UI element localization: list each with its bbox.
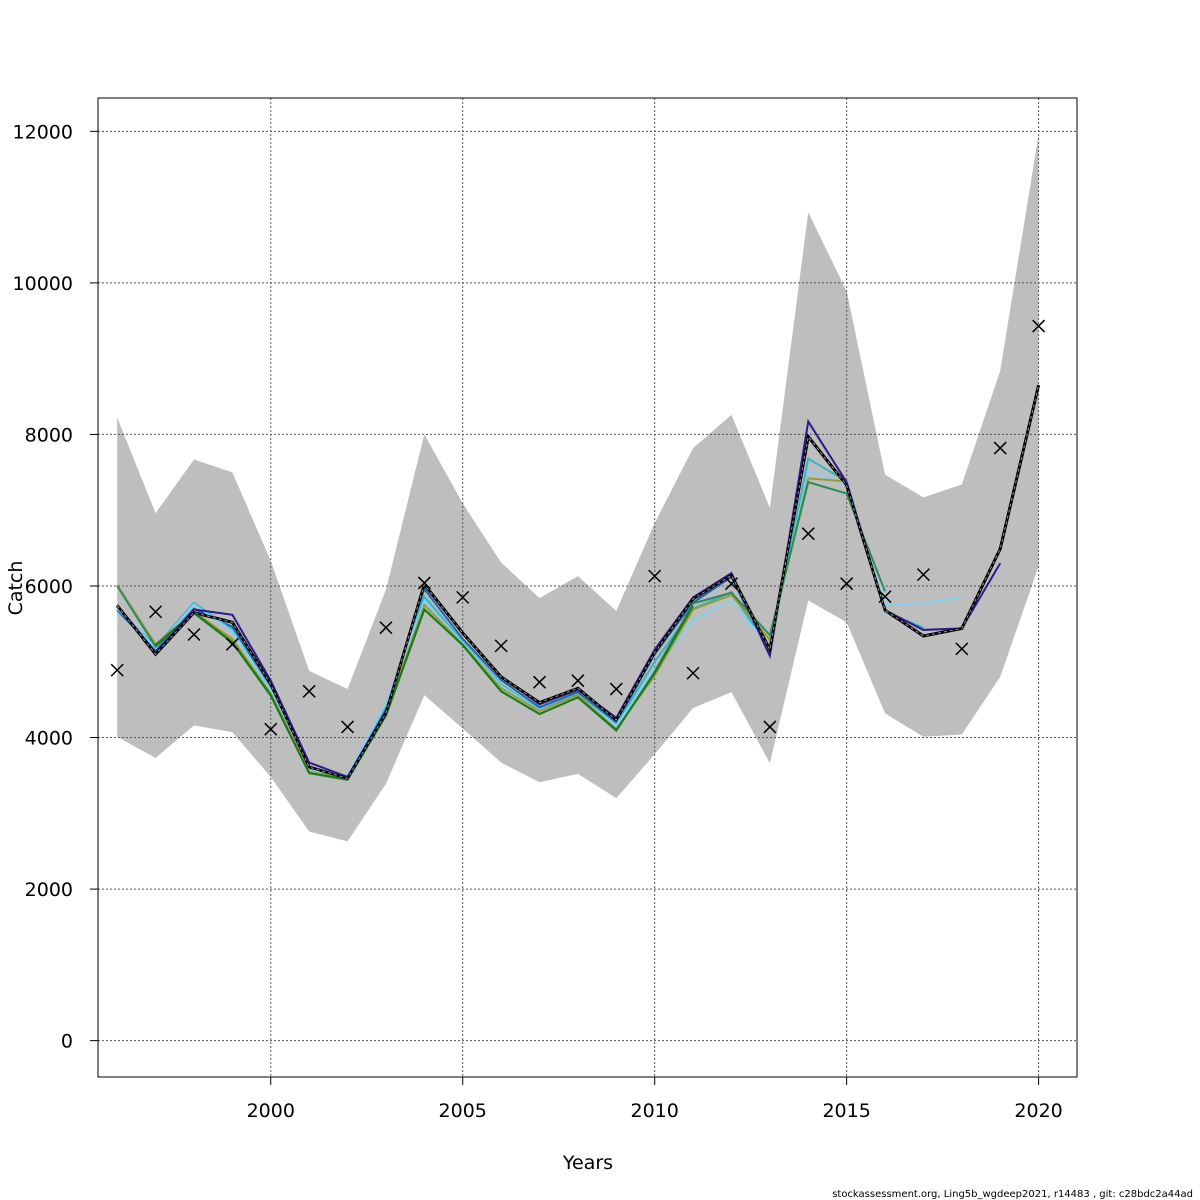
observation-point [341,720,355,734]
observation-cross-b [110,663,124,677]
y-tick-label: 6000 [25,576,73,598]
footer-caption: stockassessment.org, Ling5b_wgdeep2021, … [832,1189,1193,1200]
observation-cross-b [225,637,239,651]
y-axis-title: Catch [5,561,27,616]
observation-cross-b [571,674,585,688]
series-line [116,477,847,781]
y-tick-label: 10000 [13,273,73,295]
observation-point [110,663,124,677]
observation-cross-b [724,577,739,591]
y-tick-label: 12000 [13,121,73,143]
y-tick-label: 2000 [25,879,73,901]
y-tick-label: 4000 [25,728,73,750]
observation-point [878,590,892,604]
axis-layer: 2000 2005 2010 2015 2020 0 2000 4000 6000 8000 100… [13,121,1063,1122]
observation-cross-b [686,666,700,680]
observation-point [801,527,815,541]
observation-point [648,569,662,583]
observation-cross-b [763,720,777,734]
observation-point [264,722,278,736]
series-line [154,605,694,781]
observation-cross-b [302,684,316,698]
observation-point [763,720,777,734]
x-tick-label: 2015 [822,1100,870,1122]
x-axis-title: Years [562,1152,613,1174]
observation-cross-b [264,722,278,736]
observation-point [494,639,508,653]
x-tick-label: 2005 [439,1100,487,1122]
plot-frame [97,97,1078,1078]
observation-cross-b [916,568,930,582]
observation-cross-b [149,605,163,619]
x-tick-label: 2000 [247,1100,295,1122]
observation-cross-b [840,577,854,591]
confidence-band-layer [117,134,1039,842]
observation-point [609,682,623,696]
observation-cross-b [341,720,355,734]
observation-point [1032,319,1046,333]
observation-point [225,637,239,651]
observation-cross-b [532,675,547,689]
y-tick-label: 0 [61,1031,73,1053]
observation-cross-b [494,639,508,653]
observation-cross-b [801,527,815,541]
observation-point [724,577,739,591]
observation-point [571,674,585,688]
confidence-band [117,134,1039,842]
observation-cross-b [993,441,1007,455]
observation-point [187,627,201,642]
observation-point [916,568,930,582]
x-tick-label: 2020 [1014,1100,1062,1122]
observation-cross-b [648,569,662,583]
estimate-line [116,384,1040,780]
observation-cross-b [878,590,892,604]
observation-point [993,441,1007,455]
observation-point [955,642,969,656]
series-layer [116,384,1041,782]
grid-layer [98,98,1077,1077]
observation-point [379,621,393,635]
observation-point [302,684,316,698]
observation-point [456,590,470,604]
observation-point [686,666,700,680]
y-tick-label: 8000 [25,424,73,446]
observation-cross-b [417,576,431,590]
observation-cross-b [456,590,470,604]
observation-layer [110,319,1046,736]
observation-cross-b [609,682,623,696]
x-tick-label: 2010 [631,1100,679,1122]
observation-cross-b [1032,319,1046,333]
observation-cross-b [187,627,201,642]
observation-point [417,576,431,590]
observation-point [532,675,547,689]
observation-point [840,577,854,591]
observation-cross-b [955,642,969,656]
observation-cross-b [379,621,393,635]
observation-point [149,605,163,619]
